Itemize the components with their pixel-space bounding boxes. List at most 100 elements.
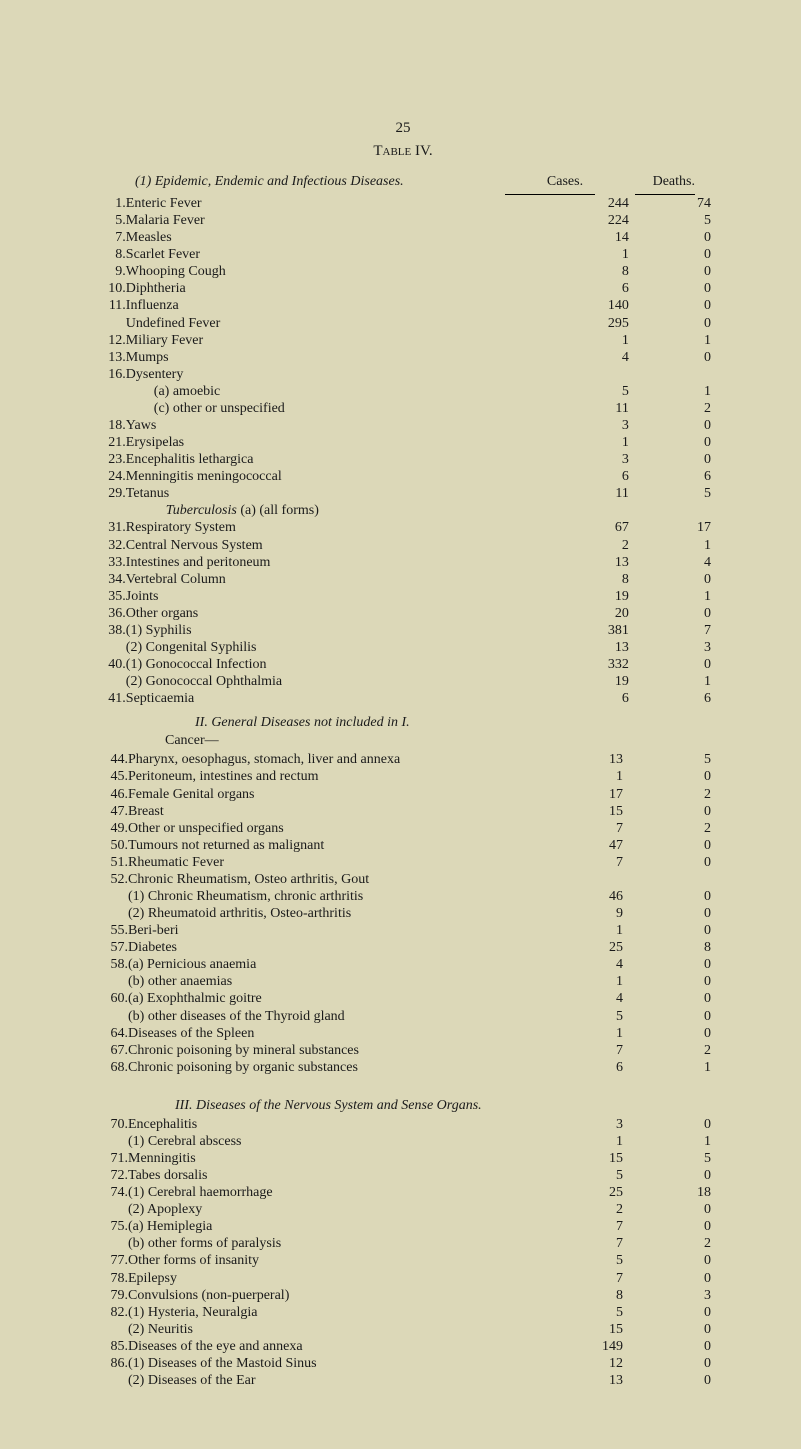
row-label: Rheumatic Fever [128, 854, 513, 871]
row-cases: 19 [526, 588, 629, 605]
row-label: Female Genital organs [128, 786, 513, 803]
row-cases [526, 502, 629, 519]
row-number: 82. [95, 1304, 128, 1321]
table-row: 49.Other or unspecified organs72 [95, 820, 711, 837]
table-row: (2) Rheumatoid arthritis, Osteo-arthriti… [95, 905, 711, 922]
row-label: (a) Exophthalmic goitre [128, 990, 513, 1007]
row-label: (1) Gonococcal Infection [126, 656, 526, 673]
column-headers: (1) Epidemic, Endemic and Infectious Dis… [95, 174, 711, 190]
table-row: (2) Apoplexy20 [95, 1201, 711, 1218]
table-row: 52.Chronic Rheumatism, Osteo arthritis, … [95, 871, 711, 888]
row-deaths: 1 [629, 537, 711, 554]
row-number [95, 1201, 128, 1218]
table-row: 68.Chronic poisoning by organic substanc… [95, 1059, 711, 1076]
header-cases: Cases. [515, 174, 615, 190]
row-number: 58. [95, 956, 128, 973]
row-number: 77. [95, 1252, 128, 1269]
table-row: 32.Central Nervous System21 [95, 537, 711, 554]
row-label: Chronic poisoning by organic substances [128, 1059, 513, 1076]
row-deaths [623, 871, 711, 888]
row-number: 51. [95, 854, 128, 871]
row-number [95, 905, 128, 922]
row-deaths: 0 [623, 973, 711, 990]
row-deaths: 0 [623, 1218, 711, 1235]
row-deaths: 0 [623, 803, 711, 820]
row-number: 32. [95, 537, 126, 554]
row-label: Tumours not returned as malignant [128, 837, 513, 854]
table-row: 47.Breast150 [95, 803, 711, 820]
row-number: 75. [95, 1218, 128, 1235]
row-deaths: 6 [629, 690, 711, 707]
row-deaths: 1 [623, 1133, 711, 1150]
table-row: 31.Respiratory System6717 [95, 519, 711, 536]
row-number: 16. [95, 366, 126, 383]
row-deaths: 3 [623, 1287, 711, 1304]
row-number: 46. [95, 786, 128, 803]
row-label: Respiratory System [126, 519, 526, 536]
row-deaths: 1 [629, 588, 711, 605]
row-number: 60. [95, 990, 128, 1007]
row-deaths: 0 [629, 280, 711, 297]
row-number: 10. [95, 280, 126, 297]
row-label: Other or unspecified organs [128, 820, 513, 837]
row-number: 41. [95, 690, 126, 707]
row-label: (1) Diseases of the Mastoid Sinus [128, 1355, 513, 1372]
row-cases: 3 [513, 1116, 623, 1133]
row-label: (2) Rheumatoid arthritis, Osteo-arthriti… [128, 905, 513, 922]
row-cases: 295 [526, 315, 629, 332]
row-cases: 8 [513, 1287, 623, 1304]
table-row: (2) Congenital Syphilis133 [95, 639, 711, 656]
row-deaths: 1 [629, 673, 711, 690]
row-cases: 1 [513, 922, 623, 939]
table-row: 55.Beri-beri10 [95, 922, 711, 939]
table-row: Tuberculosis (a) (all forms) [95, 502, 711, 519]
row-number: 1. [95, 195, 126, 212]
row-deaths: 0 [629, 605, 711, 622]
table-row: 7.Measles140 [95, 229, 711, 246]
table-row: 35.Joints191 [95, 588, 711, 605]
row-number: 5. [95, 212, 126, 229]
row-number: 50. [95, 837, 128, 854]
row-number: 70. [95, 1116, 128, 1133]
row-cases: 7 [513, 1270, 623, 1287]
table-row: 77.Other forms of insanity50 [95, 1252, 711, 1269]
table-row: (b) other forms of paralysis72 [95, 1235, 711, 1252]
row-deaths: 17 [629, 519, 711, 536]
row-label: (2) Congenital Syphilis [126, 639, 526, 656]
row-cases: 1 [526, 246, 629, 263]
row-label: (c) other or unspecified [126, 400, 526, 417]
table-row: (2) Neuritis150 [95, 1321, 711, 1338]
row-cases: 19 [526, 673, 629, 690]
row-label: Miliary Fever [126, 332, 526, 349]
table-row: 51.Rheumatic Fever70 [95, 854, 711, 871]
row-label: Diabetes [128, 939, 513, 956]
row-label: Mumps [126, 349, 526, 366]
row-label: Septicaemia [126, 690, 526, 707]
row-cases: 13 [513, 751, 623, 768]
row-cases: 15 [513, 803, 623, 820]
table-row: (2) Gonococcal Ophthalmia191 [95, 673, 711, 690]
row-label: Undefined Fever [126, 315, 526, 332]
row-number [95, 973, 128, 990]
row-label: Malaria Fever [126, 212, 526, 229]
row-cases: 332 [526, 656, 629, 673]
row-deaths: 2 [623, 820, 711, 837]
row-number: 7. [95, 229, 126, 246]
row-label: Menningitis meningococcal [126, 468, 526, 485]
table-row: 21.Erysipelas10 [95, 434, 711, 451]
row-deaths: 5 [623, 751, 711, 768]
row-deaths: 0 [623, 854, 711, 871]
row-deaths: 0 [623, 1116, 711, 1133]
row-cases: 67 [526, 519, 629, 536]
row-label: Central Nervous System [126, 537, 526, 554]
row-deaths: 0 [623, 922, 711, 939]
page-number: 25 [95, 120, 711, 137]
row-label: Tuberculosis (a) (all forms) [126, 502, 526, 519]
row-number: 11. [95, 297, 126, 314]
row-number: 38. [95, 622, 126, 639]
row-label: Diseases of the eye and annexa [128, 1338, 513, 1355]
row-label: Epilepsy [128, 1270, 513, 1287]
row-label: Chronic Rheumatism, Osteo arthritis, Gou… [128, 871, 513, 888]
row-number: 45. [95, 768, 128, 785]
table-row: 71.Menningitis155 [95, 1150, 711, 1167]
